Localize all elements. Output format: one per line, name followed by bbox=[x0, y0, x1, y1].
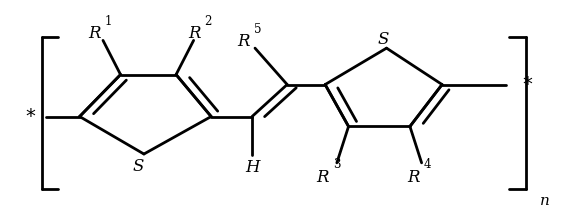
Text: 5: 5 bbox=[254, 23, 261, 36]
Text: n: n bbox=[540, 194, 550, 208]
Text: 3: 3 bbox=[333, 158, 340, 171]
Text: 4: 4 bbox=[423, 158, 431, 171]
Text: *: * bbox=[25, 107, 35, 126]
Text: R: R bbox=[88, 25, 101, 42]
Text: S: S bbox=[132, 158, 144, 175]
Text: R: R bbox=[316, 168, 329, 186]
Text: R: R bbox=[237, 33, 250, 50]
Text: *: * bbox=[522, 75, 532, 94]
Text: 2: 2 bbox=[204, 15, 212, 28]
Text: R: R bbox=[407, 168, 420, 186]
Text: R: R bbox=[188, 25, 200, 42]
Text: 1: 1 bbox=[105, 15, 112, 28]
Text: S: S bbox=[378, 31, 389, 48]
Text: H: H bbox=[245, 159, 260, 176]
